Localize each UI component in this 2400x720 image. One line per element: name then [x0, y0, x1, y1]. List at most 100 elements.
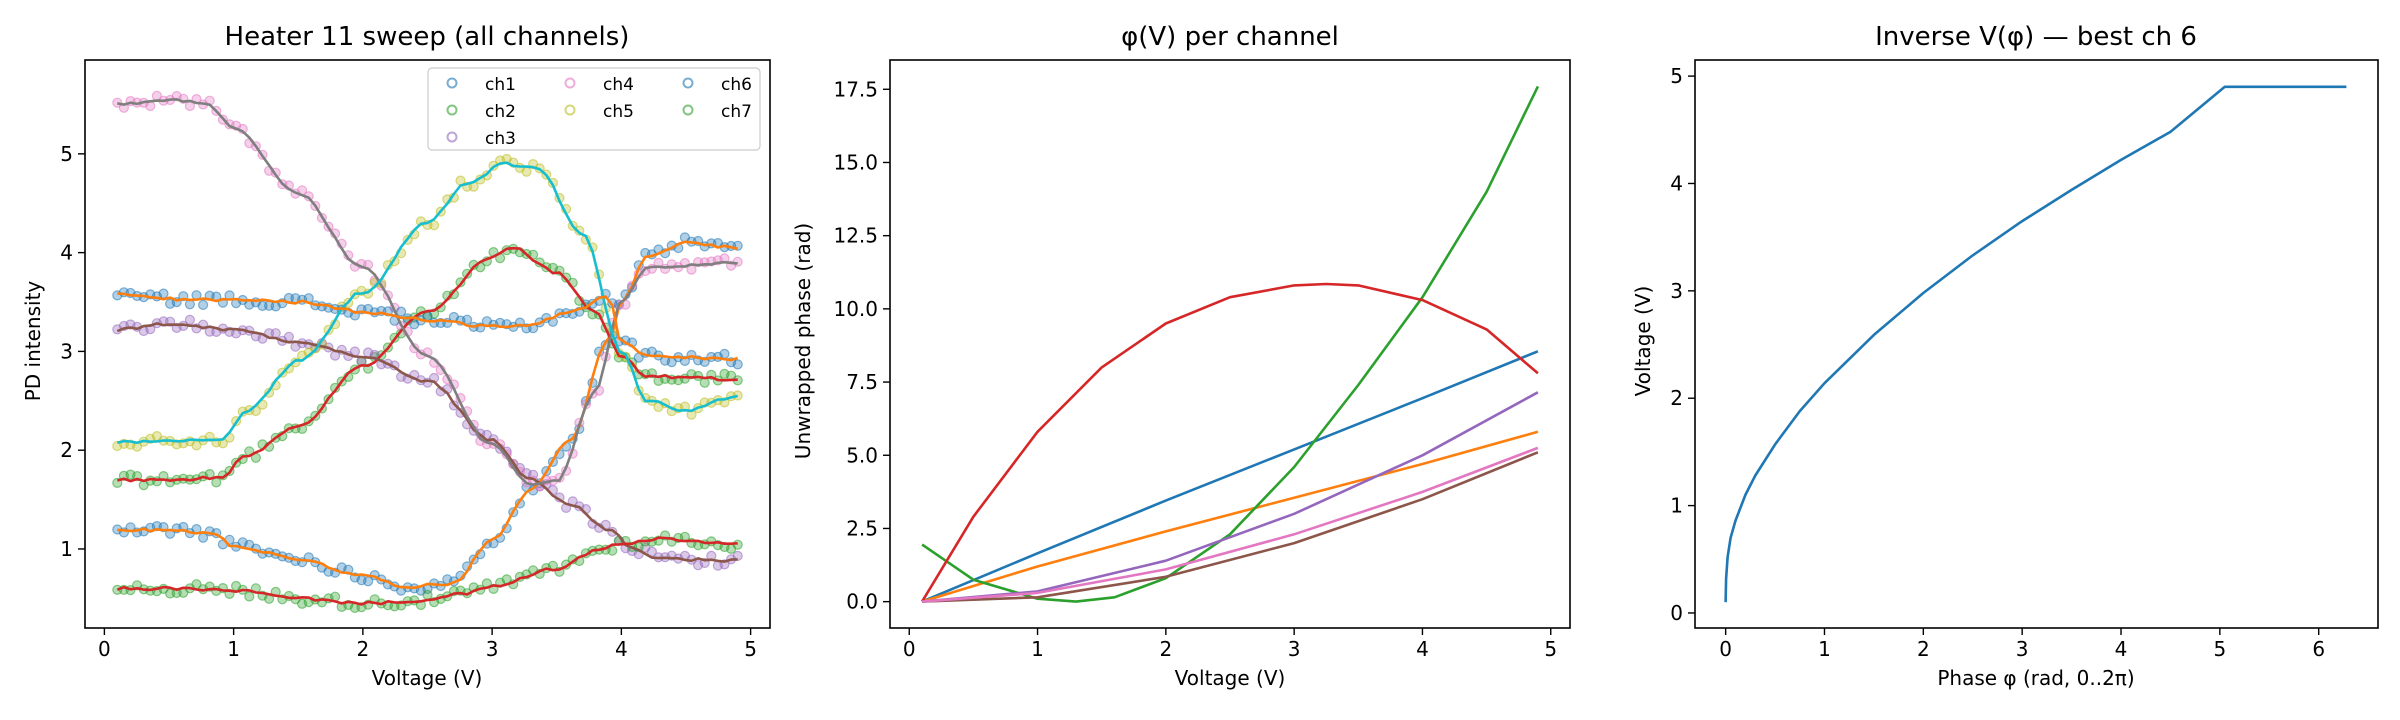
- panel-inverse-voltage: Inverse V(φ) — best ch 6 0 1 2 3 4 5 6 0 1 2 3 4 5 P…: [1631, 22, 2379, 690]
- data-point-ch7: [422, 589, 433, 601]
- legend-marker: [446, 77, 458, 89]
- x-tick-label: 5: [2213, 637, 2226, 661]
- axes-frame: [84, 59, 771, 629]
- y-tick-label: 2: [1670, 386, 1683, 410]
- data-point-ch3: [184, 314, 195, 325]
- chart-title: Inverse V(φ) — best ch 6: [1875, 22, 2197, 52]
- y-axis-label: PD intensity: [21, 281, 45, 402]
- x-tick-label: 4: [615, 637, 628, 661]
- data-point-ch7: [607, 545, 618, 556]
- x-tick-label: 0: [1719, 637, 1732, 661]
- legend-marker: [446, 131, 458, 143]
- legend-marker: [682, 77, 694, 89]
- plot-area: 0 1 2 3 4 5 6 0 1 2 3 4 5: [1670, 59, 2379, 661]
- x-tick-label: 4: [2115, 637, 2128, 661]
- data-point-ch7: [244, 591, 255, 602]
- series-line-7: [922, 446, 1539, 603]
- x-tick-label: 5: [744, 637, 757, 661]
- data-point-ch6: [396, 306, 407, 317]
- chart-title: φ(V) per channel: [1121, 22, 1339, 52]
- x-tick-label: 1: [227, 637, 240, 661]
- y-tick-label: 5.0: [846, 443, 878, 467]
- panel-heater-sweep: Heater 11 sweep (all channels) 0 1 2 3 4 5 1 2 3…: [21, 22, 771, 690]
- x-tick-label: 1: [1031, 637, 1044, 661]
- x-tick-label: 4: [1416, 637, 1429, 661]
- legend-item-ch6: ch6: [682, 75, 752, 95]
- chart-title: Heater 11 sweep (all channels): [225, 22, 630, 52]
- y-axis-label: Unwrapped phase (rad): [791, 223, 815, 459]
- x-tick-label: 3: [486, 637, 499, 661]
- x-axis-label: Phase φ (rad, 0..2π): [1937, 666, 2134, 690]
- y-tick-label: 10.0: [833, 297, 878, 321]
- x-tick-label: 3: [1288, 637, 1301, 661]
- legend-label: ch4: [603, 75, 634, 95]
- data-point-ch5: [283, 363, 294, 374]
- series-line-1: [921, 350, 1539, 603]
- data-point-ch5: [429, 220, 440, 231]
- x-axis-label: Voltage (V): [372, 666, 483, 690]
- fit-line-ch5: [116, 161, 738, 445]
- fit-line-ch1: [117, 240, 738, 590]
- series-line-2: [921, 430, 1539, 603]
- y-tick-label: 0: [1670, 601, 1683, 625]
- y-tick-label: 0.0: [846, 590, 878, 614]
- legend-frame: [427, 67, 761, 151]
- legend-label: ch7: [721, 102, 752, 122]
- data-point-ch3: [270, 328, 281, 339]
- fit-line-ch7: [116, 536, 738, 606]
- legend-item-ch4: ch4: [564, 75, 634, 95]
- data-point-ch4: [732, 256, 743, 267]
- legend-marker: [446, 104, 458, 116]
- data-point-ch6: [198, 299, 209, 310]
- legend-item-ch2: ch2: [446, 102, 516, 122]
- y-tick-label: 2.5: [846, 516, 878, 540]
- legend-marker: [682, 104, 694, 116]
- data-point-ch6: [732, 359, 743, 370]
- series-line-3: [921, 85, 1540, 603]
- legend-marker: [564, 77, 576, 89]
- legend-label: ch2: [485, 102, 516, 122]
- x-tick-label: 6: [2312, 637, 2325, 661]
- data-point-ch6: [719, 348, 730, 359]
- data-point-ch5: [521, 166, 532, 177]
- series-line-6: [922, 451, 1539, 603]
- data-point-ch2: [699, 377, 710, 388]
- fit-line-ch4: [117, 98, 738, 486]
- data-point-ch6: [158, 288, 169, 299]
- x-tick-label: 2: [357, 637, 370, 661]
- legend-item-ch3: ch3: [446, 129, 516, 149]
- data-point-ch3: [283, 331, 294, 342]
- y-tick-label: 4: [1670, 171, 1683, 195]
- plot-area: 0 1 2 3 4 5 0.0 2.5 5.0 7.5 10.0 12.5 15.0 17.5: [833, 59, 1571, 661]
- axes-frame: [889, 59, 1571, 629]
- x-tick-label: 5: [1544, 637, 1557, 661]
- y-tick-label: 1: [60, 537, 73, 561]
- series-line-4: [920, 282, 1539, 603]
- x-tick-label: 0: [98, 637, 111, 661]
- fit-line-ch6: [117, 292, 739, 362]
- x-tick-label: 3: [2016, 637, 2029, 661]
- legend-item-ch5: ch5: [564, 102, 634, 122]
- legend-item-ch1: ch1: [446, 75, 516, 95]
- fit-line-ch3: [116, 322, 738, 563]
- legend: ch1 ch2 ch3 ch4 ch5 ch6 ch7: [427, 67, 761, 151]
- y-tick-label: 7.5: [846, 370, 878, 394]
- axes-frame: [1694, 59, 2379, 629]
- legend-label: ch5: [603, 102, 634, 122]
- series-line-1: [1724, 85, 2347, 603]
- plot-area: 0 1 2 3 4 5 1 2 3 4 5: [60, 59, 771, 661]
- y-tick-label: 3: [60, 339, 73, 363]
- legend-item-ch7: ch7: [682, 102, 752, 122]
- panel-phase-per-channel: φ(V) per channel 0 1 2 3 4 5 0.0 2.5 5.0 7.5 10.0 1…: [791, 22, 1571, 690]
- y-tick-label: 15.0: [833, 150, 878, 174]
- y-tick-label: 1: [1670, 494, 1683, 518]
- y-tick-label: 2: [60, 438, 73, 462]
- x-tick-label: 2: [1159, 637, 1172, 661]
- y-tick-label: 5: [60, 142, 73, 166]
- x-tick-label: 0: [903, 637, 916, 661]
- x-axis-label: Voltage (V): [1175, 666, 1286, 690]
- legend-label: ch1: [485, 75, 516, 95]
- y-axis-label: Voltage (V): [1631, 286, 1655, 397]
- x-tick-label: 1: [1818, 637, 1831, 661]
